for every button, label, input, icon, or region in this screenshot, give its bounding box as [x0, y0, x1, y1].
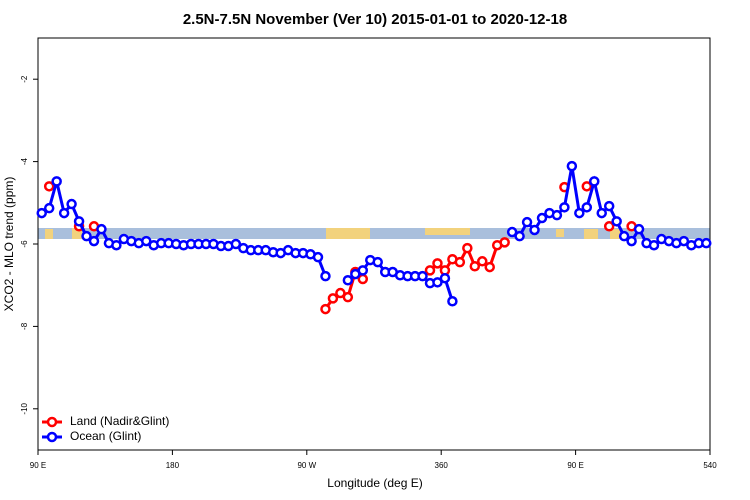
- data-point: [559, 202, 570, 213]
- data-point: [611, 216, 622, 227]
- data-point: [447, 296, 458, 307]
- chart-title: 2.5N-7.5N November (Ver 10) 2015-01-01 t…: [183, 11, 567, 28]
- data-point: [581, 202, 593, 213]
- legend-label: Ocean (Glint): [70, 429, 141, 443]
- x-tick-label: 90 E: [567, 461, 583, 470]
- data-point: [589, 176, 600, 187]
- data-point: [462, 242, 473, 254]
- data-point: [633, 223, 645, 235]
- data-point: [43, 181, 55, 192]
- data-point: [603, 200, 615, 212]
- data-point: [432, 277, 443, 288]
- data-point: [73, 216, 85, 227]
- data-point: [424, 265, 436, 276]
- x-tick-label: 90 E: [30, 461, 46, 470]
- y-tick-label: -2: [20, 75, 29, 83]
- data-point: [603, 221, 615, 232]
- data-point: [499, 237, 510, 248]
- x-tick-label: 180: [166, 461, 180, 470]
- data-point: [596, 207, 607, 219]
- map-band: [38, 228, 710, 239]
- data-point: [566, 160, 578, 172]
- data-point: [51, 176, 62, 187]
- x-axis-label: Longitude (deg E): [327, 476, 422, 490]
- data-point: [678, 235, 690, 247]
- legend-marker: [46, 431, 58, 443]
- data-point: [484, 261, 495, 273]
- data-point: [66, 198, 77, 210]
- data-point: [506, 226, 518, 238]
- data-point: [477, 256, 488, 267]
- data-point: [81, 230, 92, 242]
- data-point: [230, 238, 242, 250]
- data-point: [342, 275, 354, 286]
- x-tick-label: 90 W: [297, 461, 316, 470]
- data-point: [469, 260, 481, 272]
- x-tick-label: 360: [435, 461, 449, 470]
- data-point: [58, 207, 70, 219]
- data-point: [551, 209, 563, 221]
- data-point: [514, 230, 525, 242]
- y-tick-label: -6: [20, 240, 29, 248]
- data-point: [618, 230, 630, 242]
- y-axis-label: XCO2 - MLO trend (ppm): [2, 177, 16, 312]
- legend-marker: [46, 416, 58, 428]
- y-tick-label: -8: [20, 322, 29, 330]
- data-point: [701, 237, 712, 249]
- data-point: [626, 235, 637, 247]
- data-point: [454, 256, 466, 268]
- data-point: [320, 303, 331, 315]
- data-point: [357, 265, 369, 276]
- y-tick-label: -4: [20, 157, 29, 165]
- data-point: [96, 223, 107, 235]
- data-point: [36, 207, 47, 219]
- data-point: [320, 270, 331, 282]
- legend-label: Land (Nadir&Glint): [70, 414, 169, 428]
- data-point: [432, 258, 443, 269]
- data-point: [574, 207, 585, 219]
- data-point: [312, 251, 324, 263]
- data-point: [335, 287, 346, 299]
- x-tick-label: 540: [703, 461, 717, 470]
- data-point: [529, 224, 540, 236]
- data-point: [327, 293, 339, 304]
- data-point: [111, 239, 122, 251]
- data-point: [648, 239, 660, 251]
- data-point: [88, 235, 100, 247]
- y-tick-label: -10: [20, 402, 29, 414]
- data-point: [141, 235, 152, 247]
- data-point: [536, 212, 548, 224]
- data-point: [43, 202, 55, 214]
- data-point: [342, 291, 354, 303]
- data-point: [439, 272, 451, 284]
- data-point: [581, 181, 593, 192]
- data-point: [372, 256, 383, 268]
- data-point: [417, 270, 428, 282]
- data-point: [521, 216, 533, 228]
